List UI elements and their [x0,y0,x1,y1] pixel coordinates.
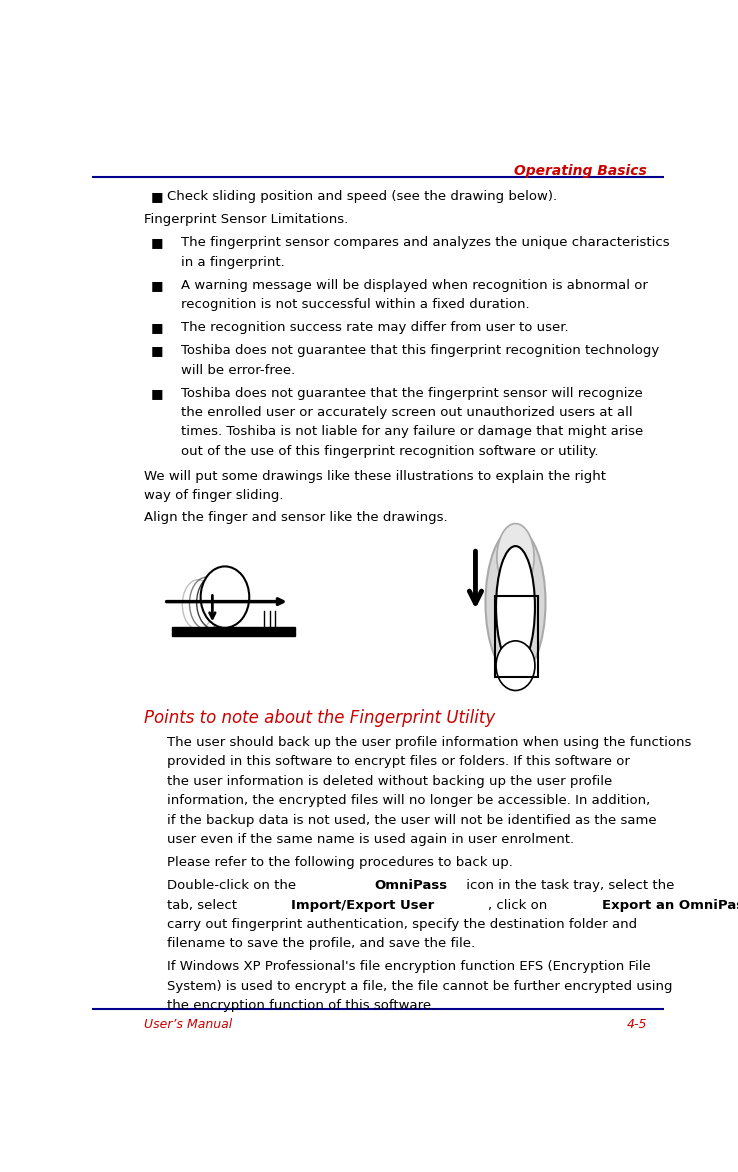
Text: The fingerprint sensor compares and analyzes the unique characteristics: The fingerprint sensor compares and anal… [181,237,669,250]
Text: provided in this software to encrypt files or folders. If this software or: provided in this software to encrypt fil… [167,756,630,769]
Ellipse shape [486,529,545,677]
Bar [173,627,295,636]
Text: ■: ■ [151,237,163,250]
Bar [495,597,538,677]
Text: Toshiba does not guarantee that the fingerprint sensor will recognize: Toshiba does not guarantee that the fing… [181,387,643,400]
Text: OmniPass: OmniPass [375,879,448,892]
Text: Please refer to the following procedures to back up.: Please refer to the following procedures… [167,856,512,870]
Text: We will put some drawings like these illustrations to explain the right: We will put some drawings like these ill… [144,470,606,483]
Text: Export an OmniPass user profile: Export an OmniPass user profile [602,899,738,912]
Text: ■: ■ [151,190,163,203]
Text: the enrolled user or accurately screen out unauthorized users at all: the enrolled user or accurately screen o… [181,406,632,418]
Text: will be error-free.: will be error-free. [181,363,295,376]
Text: Points to note about the Fingerprint Utility: Points to note about the Fingerprint Uti… [144,709,495,727]
Text: ■: ■ [151,345,163,357]
Text: User’s Manual: User’s Manual [144,1017,232,1031]
Text: filename to save the profile, and save the file.: filename to save the profile, and save t… [167,938,475,950]
Text: times. Toshiba is not liable for any failure or damage that might arise: times. Toshiba is not liable for any fai… [181,425,643,438]
Text: carry out fingerprint authentication, specify the destination folder and: carry out fingerprint authentication, sp… [167,918,637,931]
Text: recognition is not successful within a fixed duration.: recognition is not successful within a f… [181,298,530,311]
Text: System) is used to encrypt a file, the file cannot be further encrypted using: System) is used to encrypt a file, the f… [167,980,672,993]
Ellipse shape [201,566,249,628]
Text: information, the encrypted files will no longer be accessible. In addition,: information, the encrypted files will no… [167,795,650,808]
Text: Import/Export User: Import/Export User [292,899,435,912]
Text: user even if the same name is used again in user enrolment.: user even if the same name is used again… [167,833,573,846]
Text: out of the use of this fingerprint recognition software or utility.: out of the use of this fingerprint recog… [181,444,599,458]
Text: A warning message will be displayed when recognition is abnormal or: A warning message will be displayed when… [181,279,648,292]
Text: the encryption function of this software.: the encryption function of this software… [167,1000,435,1013]
Text: the user information is deleted without backing up the user profile: the user information is deleted without … [167,775,612,788]
Text: way of finger sliding.: way of finger sliding. [144,490,283,503]
Text: 4-5: 4-5 [627,1017,647,1031]
Text: icon in the task tray, select the: icon in the task tray, select the [462,879,678,892]
Text: in a fingerprint.: in a fingerprint. [181,255,285,268]
Text: ■: ■ [151,279,163,292]
Text: Double-click on the: Double-click on the [167,879,300,892]
Ellipse shape [497,524,534,591]
Text: The recognition success rate may differ from user to user.: The recognition success rate may differ … [181,321,568,334]
Text: Fingerprint Sensor Limitations.: Fingerprint Sensor Limitations. [144,213,348,226]
Text: Operating Basics: Operating Basics [514,164,647,178]
Text: tab, select: tab, select [167,899,241,912]
Text: ■: ■ [151,321,163,334]
Text: ■: ■ [151,387,163,400]
Ellipse shape [496,546,535,668]
Text: Align the finger and sensor like the drawings.: Align the finger and sensor like the dra… [144,511,447,524]
Text: Check sliding position and speed (see the drawing below).: Check sliding position and speed (see th… [167,190,556,203]
Text: The user should back up the user profile information when using the functions: The user should back up the user profile… [167,736,691,749]
Ellipse shape [496,641,535,690]
Text: if the backup data is not used, the user will not be identified as the same: if the backup data is not used, the user… [167,813,656,826]
Text: , click on: , click on [488,899,551,912]
Text: If Windows XP Professional's file encryption function EFS (Encryption File: If Windows XP Professional's file encryp… [167,960,650,973]
Text: Toshiba does not guarantee that this fingerprint recognition technology: Toshiba does not guarantee that this fin… [181,345,659,357]
